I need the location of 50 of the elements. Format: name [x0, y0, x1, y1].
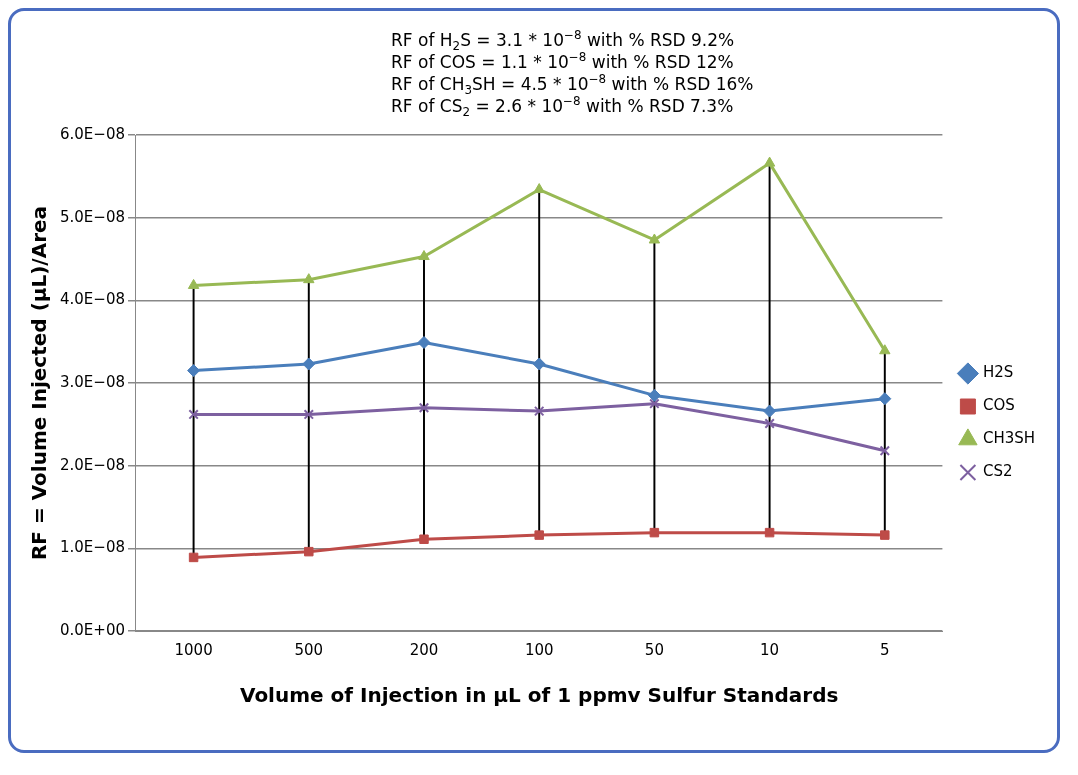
point	[187, 364, 201, 378]
x-tick-label: 200	[409, 640, 439, 659]
point	[417, 335, 431, 349]
y-tick-label: 3.0E−08	[59, 372, 125, 391]
point	[878, 392, 892, 406]
y-tick-label: 5.0E−08	[59, 207, 125, 226]
y-tick-label: 0.0E+00	[59, 620, 125, 639]
y-tick-label: 4.0E−08	[59, 290, 125, 309]
y-tick-label: 1.0E−08	[59, 538, 125, 557]
y-tick-label: 2.0E−08	[59, 455, 125, 474]
point	[764, 527, 775, 538]
point	[419, 534, 429, 544]
point	[304, 546, 314, 557]
legend-label: COS	[982, 396, 1015, 415]
point	[649, 527, 660, 538]
point	[188, 409, 199, 420]
x-tick-label: 1000	[174, 640, 213, 659]
legend-label: CS2	[982, 462, 1013, 481]
point	[187, 278, 200, 289]
point	[532, 357, 546, 371]
point	[188, 552, 199, 563]
point	[879, 344, 891, 355]
point	[764, 418, 775, 429]
point	[418, 250, 430, 261]
point	[533, 183, 545, 194]
y-tick-label: 6.0E−08	[59, 124, 125, 143]
x-tick-label: 10	[760, 640, 780, 659]
x-axis-title: Volume of Injection in µL of 1 ppmv Sulfur Standards	[239, 683, 839, 708]
point	[303, 273, 315, 284]
legend-label: CH3SH	[982, 429, 1036, 448]
text: RF of COS = 1.1 * 10$^{−8}$ with % RSD 12%	[391, 50, 735, 73]
point	[302, 357, 316, 371]
point	[534, 530, 544, 540]
y-axis-title: RF = Volume Injected (µL)/Area	[27, 205, 52, 561]
legend-label: H2S	[982, 363, 1014, 382]
point	[648, 233, 661, 244]
x-tick-label: 500	[294, 640, 324, 659]
point	[647, 388, 661, 402]
text: RF of CS$_{2}$ = 2.6 * 10$^{−8}$ with % RSD 7.3%	[391, 94, 734, 120]
point	[418, 402, 430, 414]
point	[649, 398, 660, 409]
point	[533, 405, 545, 417]
point	[879, 445, 891, 457]
point	[880, 530, 890, 540]
point	[303, 409, 315, 420]
x-tick-label: 50	[644, 640, 664, 659]
point	[763, 404, 777, 418]
x-tick-label: 5	[880, 640, 890, 659]
point	[763, 156, 776, 167]
x-tick-label: 100	[524, 640, 554, 659]
